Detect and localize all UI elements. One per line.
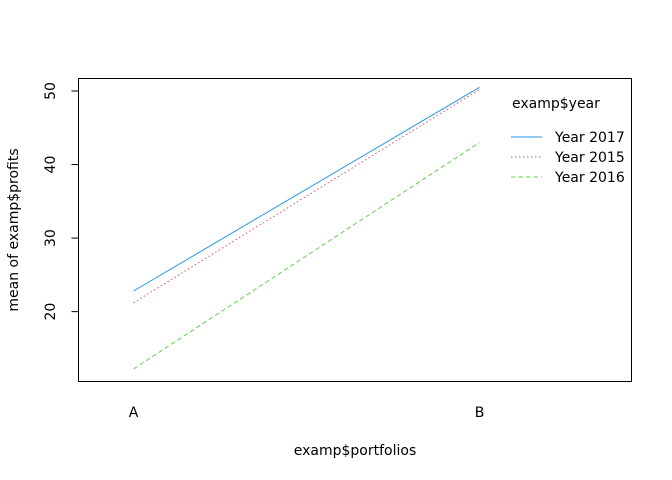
legend-label: Year 2016 [554, 170, 625, 186]
series-layer [133, 86, 480, 370]
x-tick-label: B [475, 405, 485, 421]
series-line-year-2015 [133, 89, 480, 304]
x-tick-label: A [129, 405, 139, 421]
legend-label: Year 2015 [554, 150, 625, 166]
series-line-year-2017 [133, 86, 480, 292]
y-tick-label: 40 [43, 156, 59, 174]
legend-title: examp$year [512, 96, 600, 112]
y-tick-label: 50 [43, 82, 59, 100]
y-axis-label: mean of examp$profits [6, 148, 22, 311]
y-tick-label: 20 [43, 303, 59, 321]
x-axis-label: examp$portfolios [294, 443, 417, 459]
series-line-year-2016 [133, 142, 480, 370]
y-tick-label: 30 [43, 229, 59, 247]
y-axis: 20 30 40 50 [43, 82, 79, 321]
legend: examp$year Year 2017 Year 2015 Year 2016 [511, 96, 625, 186]
legend-label: Year 2017 [554, 130, 625, 146]
plot-frame [78, 78, 632, 382]
